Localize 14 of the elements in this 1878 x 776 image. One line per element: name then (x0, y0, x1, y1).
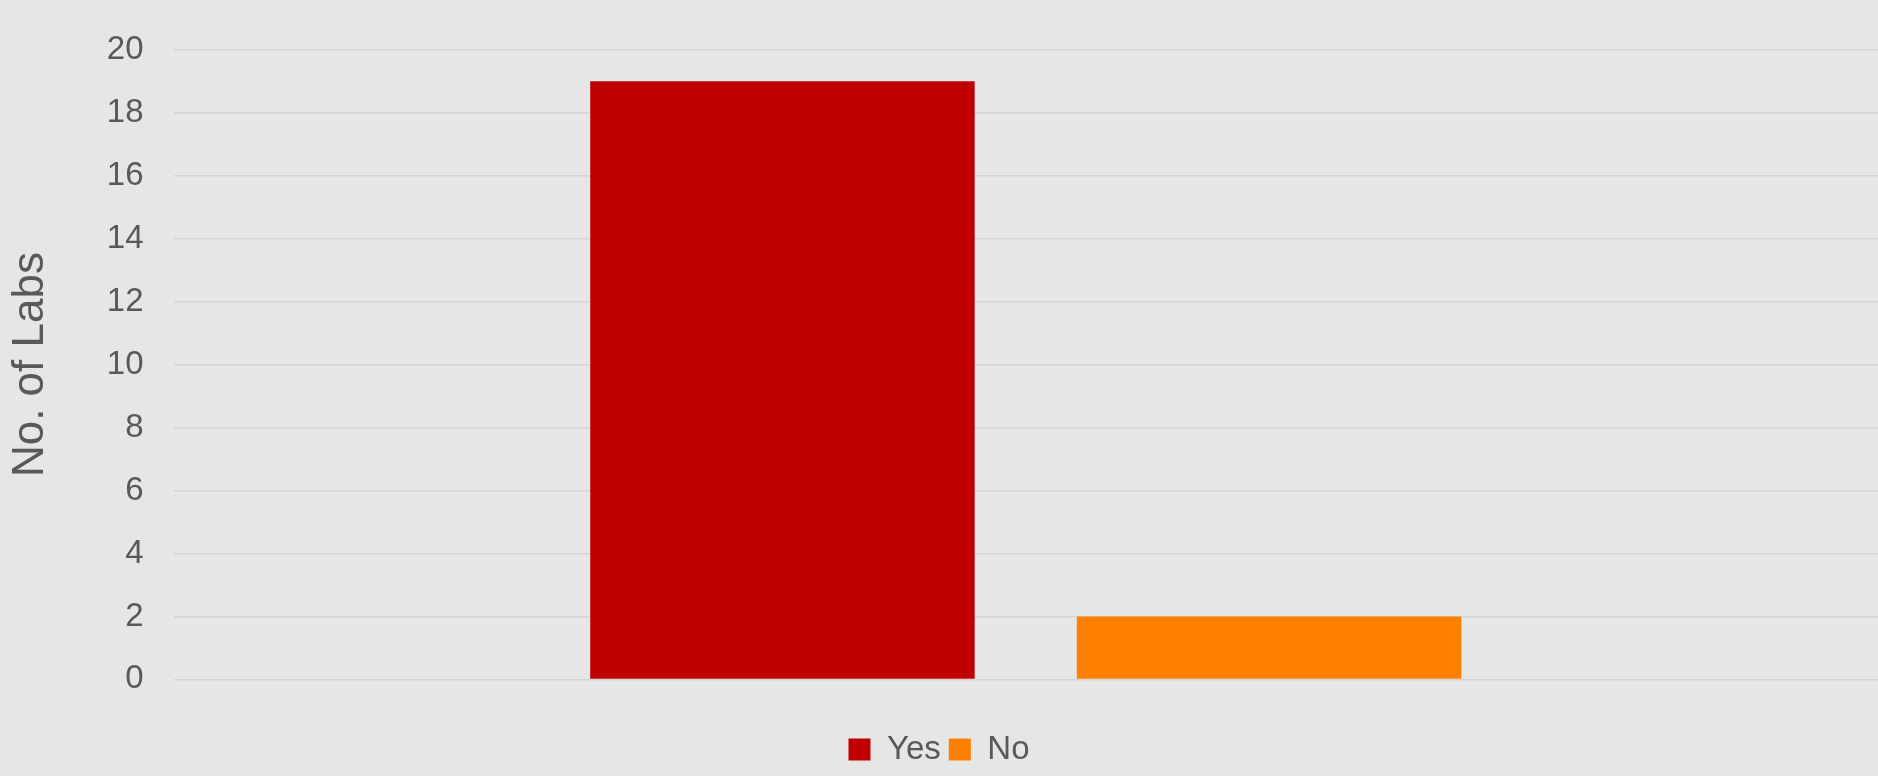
y-tick-label: 12 (106, 280, 144, 318)
y-tick-label: 16 (106, 154, 144, 192)
y-tick-label: 4 (125, 532, 144, 570)
y-tick-label: 14 (106, 217, 144, 255)
legend-label: Yes (886, 728, 941, 766)
y-tick-label: 18 (106, 91, 144, 129)
y-tick-label: 0 (125, 658, 144, 696)
legend-label: No (987, 728, 1030, 766)
y-tick-label: 6 (125, 469, 144, 507)
y-tick-label: 20 (106, 28, 144, 66)
y-axis-title: No. of Labs (2, 252, 52, 478)
y-tick-label: 10 (106, 343, 144, 381)
y-tick-label: 2 (125, 595, 144, 633)
y-tick-label: 8 (125, 406, 144, 444)
